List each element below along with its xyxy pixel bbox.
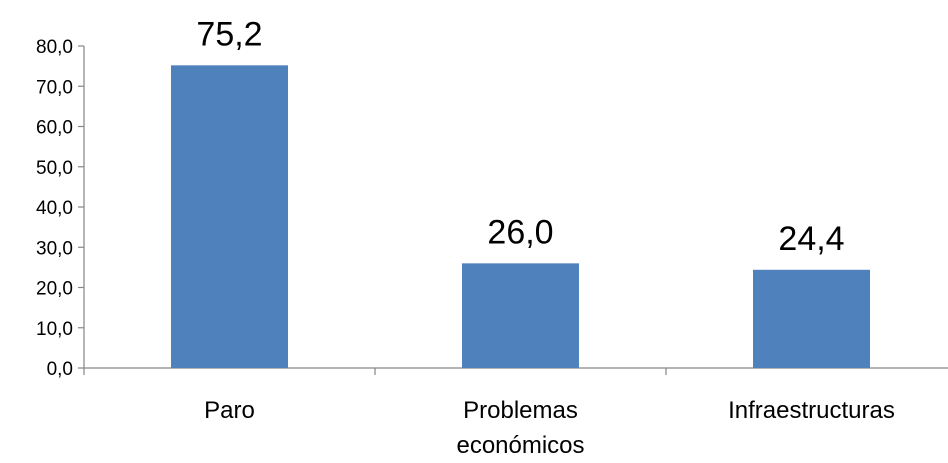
y-tick-label: 20,0 xyxy=(36,279,73,300)
category-label-2: Problemas xyxy=(463,397,578,424)
y-tick-label: 10,0 xyxy=(36,319,73,340)
labels: 75,2 Paro 26,0 Problemas económicos 24,4 Infra… xyxy=(196,15,895,459)
y-tick-label: 80,0 xyxy=(36,37,73,58)
data-label-3: 24,4 xyxy=(778,220,844,258)
y-tick-label: 50,0 xyxy=(36,158,73,179)
bar-1 xyxy=(171,65,288,368)
bar-2 xyxy=(462,263,579,368)
bars xyxy=(171,65,870,368)
bar-3 xyxy=(753,269,870,368)
y-tick-label: 0,0 xyxy=(47,359,73,380)
category-label-3: Infraestructuras xyxy=(728,397,895,424)
category-label-1: Paro xyxy=(204,397,255,424)
data-label-1: 75,2 xyxy=(196,15,262,53)
y-tick-label: 70,0 xyxy=(36,77,73,98)
category-label-2: económicos xyxy=(456,432,584,458)
y-tick-label: 30,0 xyxy=(36,238,73,259)
y-tick-label: 60,0 xyxy=(36,118,73,139)
data-label-2: 26,0 xyxy=(487,213,553,251)
y-tick-label: 40,0 xyxy=(36,198,73,219)
